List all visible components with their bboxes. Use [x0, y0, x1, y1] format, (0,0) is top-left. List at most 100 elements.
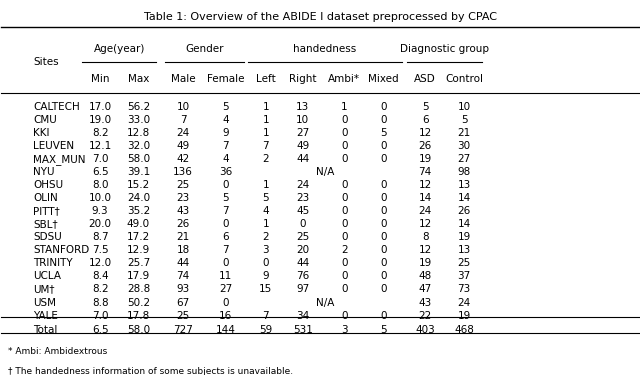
Text: 0: 0: [341, 154, 348, 164]
Text: 24.0: 24.0: [127, 193, 150, 203]
Text: 44: 44: [296, 154, 309, 164]
Text: 26: 26: [458, 206, 470, 216]
Text: 0: 0: [380, 232, 387, 242]
Text: CMU: CMU: [33, 115, 57, 125]
Text: 19: 19: [419, 258, 432, 268]
Text: OLIN: OLIN: [33, 193, 58, 203]
Text: 1: 1: [262, 102, 269, 112]
Text: 10.0: 10.0: [89, 193, 111, 203]
Text: 17.9: 17.9: [127, 272, 150, 281]
Text: 6: 6: [422, 115, 428, 125]
Text: 144: 144: [216, 326, 236, 335]
Text: 23: 23: [177, 193, 189, 203]
Text: 0: 0: [341, 206, 348, 216]
Text: 20: 20: [296, 245, 309, 255]
Text: 27: 27: [296, 128, 309, 138]
Text: 0: 0: [380, 258, 387, 268]
Text: 16: 16: [219, 310, 232, 321]
Text: SBL†: SBL†: [33, 219, 58, 229]
Text: YALE: YALE: [33, 310, 58, 321]
Text: 12.8: 12.8: [127, 128, 150, 138]
Text: 8.2: 8.2: [92, 285, 108, 294]
Text: UCLA: UCLA: [33, 272, 61, 281]
Text: 531: 531: [293, 326, 313, 335]
Text: SDSU: SDSU: [33, 232, 62, 242]
Text: 0: 0: [341, 219, 348, 229]
Text: Mixed: Mixed: [369, 74, 399, 84]
Text: LEUVEN: LEUVEN: [33, 141, 74, 151]
Text: 468: 468: [454, 326, 474, 335]
Text: 0: 0: [341, 272, 348, 281]
Text: 10: 10: [177, 102, 189, 112]
Text: 5: 5: [380, 128, 387, 138]
Text: 14: 14: [458, 193, 470, 203]
Text: Min: Min: [91, 74, 109, 84]
Text: 48: 48: [419, 272, 432, 281]
Text: 12: 12: [419, 245, 432, 255]
Text: NYU: NYU: [33, 167, 55, 177]
Text: 136: 136: [173, 167, 193, 177]
Text: 0: 0: [380, 245, 387, 255]
Text: 12: 12: [419, 219, 432, 229]
Text: 49.0: 49.0: [127, 219, 150, 229]
Text: 7: 7: [222, 141, 229, 151]
Text: 4: 4: [222, 115, 229, 125]
Text: 34: 34: [296, 310, 309, 321]
Text: Right: Right: [289, 74, 317, 84]
Text: 0: 0: [341, 232, 348, 242]
Text: 0: 0: [341, 285, 348, 294]
Text: 27: 27: [219, 285, 232, 294]
Text: 93: 93: [177, 285, 189, 294]
Text: 12: 12: [419, 128, 432, 138]
Text: 6.5: 6.5: [92, 167, 108, 177]
Text: 58.0: 58.0: [127, 154, 150, 164]
Text: 0: 0: [380, 219, 387, 229]
Text: 22: 22: [419, 310, 432, 321]
Text: 59: 59: [259, 326, 273, 335]
Text: STANFORD: STANFORD: [33, 245, 90, 255]
Text: 36: 36: [219, 167, 232, 177]
Text: 0: 0: [380, 154, 387, 164]
Text: 24: 24: [177, 128, 189, 138]
Text: 50.2: 50.2: [127, 297, 150, 307]
Text: Male: Male: [171, 74, 195, 84]
Text: 7: 7: [262, 141, 269, 151]
Text: 7.0: 7.0: [92, 154, 108, 164]
Text: 0: 0: [380, 115, 387, 125]
Text: 3: 3: [341, 326, 348, 335]
Text: 25: 25: [177, 310, 189, 321]
Text: 19: 19: [458, 232, 470, 242]
Text: 5: 5: [461, 115, 467, 125]
Text: 0: 0: [223, 219, 229, 229]
Text: 15: 15: [259, 285, 273, 294]
Text: 2: 2: [341, 245, 348, 255]
Text: 0: 0: [380, 285, 387, 294]
Text: 9.3: 9.3: [92, 206, 108, 216]
Text: Max: Max: [128, 74, 149, 84]
Text: 0: 0: [380, 141, 387, 151]
Text: 18: 18: [177, 245, 189, 255]
Text: 1: 1: [262, 115, 269, 125]
Text: 21: 21: [177, 232, 189, 242]
Text: 35.2: 35.2: [127, 206, 150, 216]
Text: 17.8: 17.8: [127, 310, 150, 321]
Text: 20.0: 20.0: [89, 219, 111, 229]
Text: ASD: ASD: [414, 74, 436, 84]
Text: 0: 0: [341, 141, 348, 151]
Text: 26: 26: [177, 219, 189, 229]
Text: Female: Female: [207, 74, 244, 84]
Text: 12.1: 12.1: [88, 141, 112, 151]
Text: 49: 49: [296, 141, 309, 151]
Text: Left: Left: [256, 74, 276, 84]
Text: 0: 0: [380, 310, 387, 321]
Text: 12: 12: [419, 180, 432, 190]
Text: 76: 76: [296, 272, 309, 281]
Text: 17.0: 17.0: [88, 102, 112, 112]
Text: 7.5: 7.5: [92, 245, 108, 255]
Text: Gender: Gender: [185, 44, 223, 54]
Text: 7.0: 7.0: [92, 310, 108, 321]
Text: 45: 45: [296, 206, 309, 216]
Text: 0: 0: [380, 193, 387, 203]
Text: Sites: Sites: [33, 57, 59, 67]
Text: 19.0: 19.0: [88, 115, 112, 125]
